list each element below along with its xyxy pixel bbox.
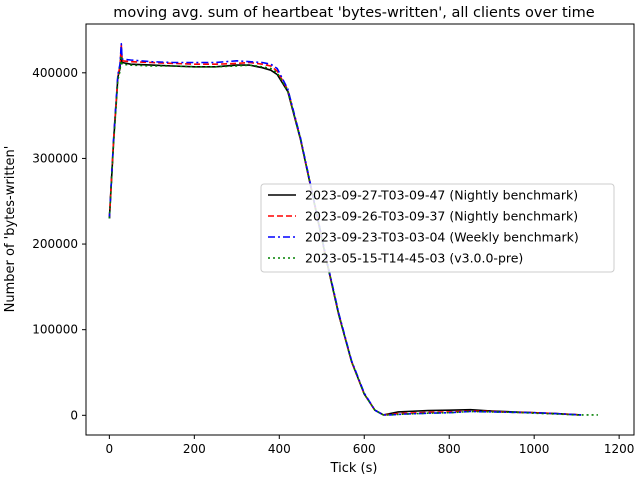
series-layer bbox=[108, 42, 598, 416]
legend-frame bbox=[260, 183, 615, 273]
legend-label-1: 2023-09-27-T03-09-47 (Nightly benchmark) bbox=[305, 188, 578, 203]
legend-label-2: 2023-09-26-T03-09-37 (Nightly benchmark) bbox=[305, 209, 578, 224]
plot-frame bbox=[85, 23, 635, 436]
y-axis-label: Number of 'bytes-written' bbox=[3, 146, 18, 313]
legend-label-3: 2023-09-23-T03-03-04 (Weekly benchmark) bbox=[305, 230, 579, 245]
y-tick-label: 100000 bbox=[32, 323, 78, 337]
plot-area bbox=[85, 23, 635, 436]
chart-title: moving avg. sum of heartbeat 'bytes-writ… bbox=[113, 5, 595, 21]
y-tick-label: 0 bbox=[70, 408, 78, 422]
series-line-4 bbox=[108, 54, 598, 416]
y-tick-label: 200000 bbox=[32, 237, 78, 251]
legend: 2023-09-27-T03-09-47 (Nightly benchmark)… bbox=[260, 183, 615, 273]
y-axis: 0 100000 200000 300000 400000 bbox=[32, 66, 86, 422]
x-tick-label: 0 bbox=[106, 442, 114, 456]
x-tick-label: 600 bbox=[353, 442, 376, 456]
x-axis: 0 200 400 600 800 1000 1200 bbox=[106, 435, 635, 456]
x-tick-label: 800 bbox=[438, 442, 461, 456]
y-tick-label: 300000 bbox=[32, 151, 78, 165]
x-tick-label: 1200 bbox=[604, 442, 635, 456]
x-tick-label: 400 bbox=[268, 442, 291, 456]
y-tick-label: 400000 bbox=[32, 66, 78, 80]
x-axis-label: Tick (s) bbox=[330, 461, 378, 476]
x-tick-label: 1000 bbox=[519, 442, 550, 456]
x-tick-label: 200 bbox=[183, 442, 206, 456]
legend-label-4: 2023-05-15-T14-45-03 (v3.0.0-pre) bbox=[305, 251, 523, 266]
